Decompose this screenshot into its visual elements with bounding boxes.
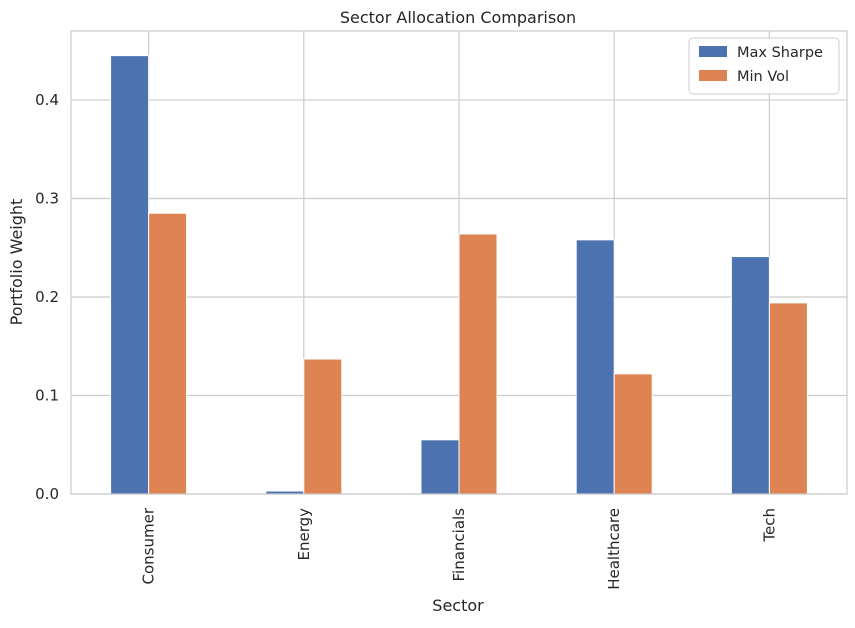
- bar: [303, 358, 343, 495]
- x-axis-title: Sector: [432, 596, 484, 615]
- legend-label: Min Vol: [737, 69, 789, 85]
- y-axis-title: Portfolio Weight: [7, 199, 26, 326]
- bar: [730, 256, 770, 495]
- chart-title: Sector Allocation Comparison: [340, 8, 576, 27]
- bar: [613, 373, 653, 495]
- legend: Max Sharpe Min Vol: [688, 37, 840, 95]
- legend-label: Max Sharpe: [737, 45, 823, 61]
- bar: [110, 55, 150, 495]
- bars: [110, 55, 808, 495]
- y-tick-labels: 0.0 0.1 0.2 0.3 0.4: [35, 91, 59, 503]
- legend-swatch: [699, 70, 727, 81]
- y-tick-label: 0.4: [35, 91, 59, 109]
- plot-frame: [70, 30, 848, 495]
- y-tick-label: 0.2: [35, 288, 59, 306]
- x-tick-label: Consumer: [140, 507, 158, 584]
- bar: [420, 439, 460, 495]
- x-tick-label: Financials: [450, 508, 468, 582]
- y-tick-label: 0.1: [35, 386, 59, 404]
- bar: [458, 233, 498, 495]
- bar: [148, 212, 188, 495]
- y-tick-label: 0.3: [35, 189, 59, 207]
- bar: [768, 302, 808, 495]
- x-tick-labels: Consumer Energy Financials Healthcare Tech: [140, 507, 779, 590]
- x-tick-label: Energy: [295, 508, 313, 561]
- legend-swatch: [699, 46, 727, 57]
- x-tick-label: Tech: [760, 508, 778, 543]
- y-tick-label: 0.0: [35, 485, 59, 503]
- bar: [575, 239, 615, 495]
- x-tick-label: Healthcare: [605, 508, 623, 590]
